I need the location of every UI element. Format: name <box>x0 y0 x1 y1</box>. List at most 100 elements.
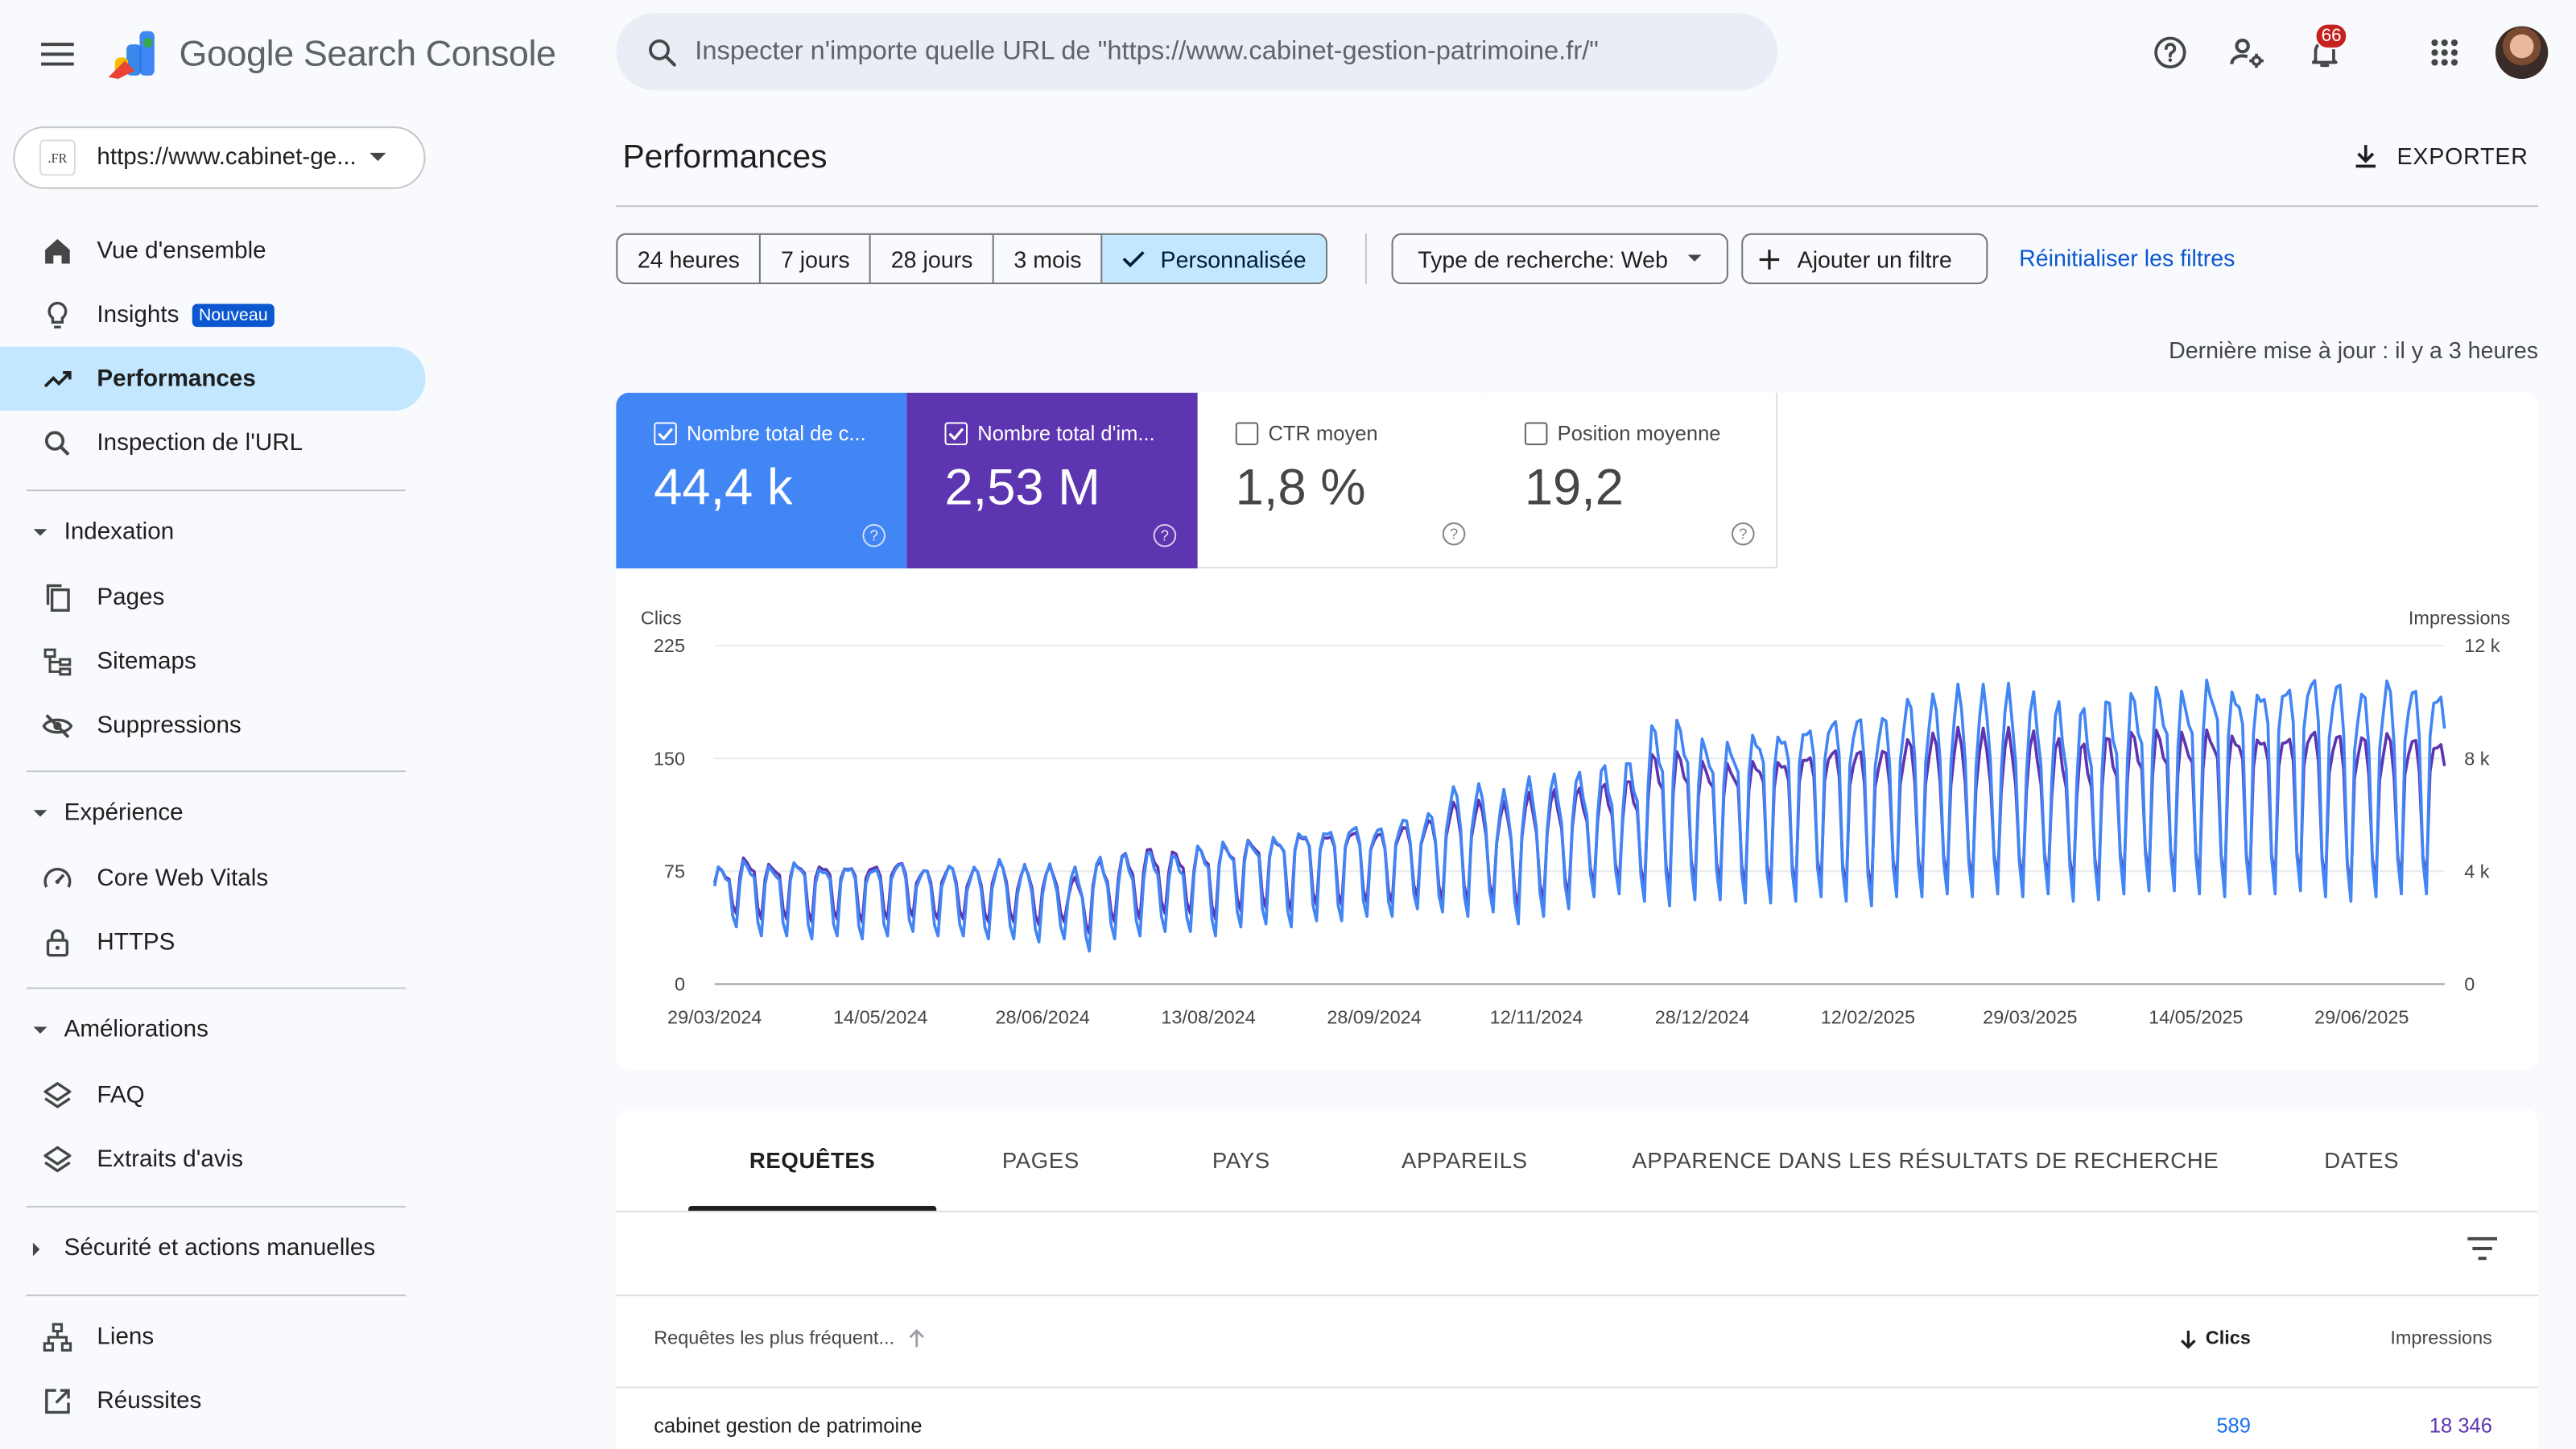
sidebar-item-label: Extraits d'avis <box>97 1146 244 1173</box>
url-inspection-input[interactable] <box>695 36 1747 67</box>
col-header-clicks[interactable]: Clics <box>2169 1329 2251 1349</box>
date-range-selector: 24 heures 7 jours 28 jours 3 mois Person… <box>616 233 1328 285</box>
export-button[interactable]: EXPORTER <box>2351 131 2528 180</box>
sidebar-section-experience[interactable]: Expérience <box>0 787 426 840</box>
metric-average-ctr[interactable]: CTR moyen 1,8 % ? <box>1197 392 1488 569</box>
col-header-query-label: Requêtes les plus fréquent... <box>654 1329 895 1349</box>
help-button[interactable] <box>2137 19 2203 85</box>
sidebar-item-url-inspection[interactable]: Inspection de l'URL <box>0 411 426 475</box>
sidebar-item-sitemaps[interactable]: Sitemaps <box>0 630 426 694</box>
sidebar-item-overview[interactable]: Vue d'ensemble <box>0 218 426 283</box>
x-tick-label: 12/02/2025 <box>1821 1006 1915 1027</box>
range-28d[interactable]: 28 jours <box>871 234 994 283</box>
apps-button[interactable] <box>2412 19 2478 85</box>
y-tick-right: 8 k <box>2464 748 2490 769</box>
x-tick-label: 29/03/2024 <box>667 1006 762 1027</box>
account-avatar[interactable] <box>2495 26 2549 79</box>
sidebar-item-removals[interactable]: Suppressions <box>0 693 426 758</box>
dropdown-arrow-icon <box>1688 254 1703 262</box>
app-title: Google Search Console <box>179 32 556 74</box>
add-filter-button[interactable]: Ajouter un filtre <box>1741 233 1988 285</box>
sidebar-section-indexing[interactable]: Indexation <box>0 506 426 559</box>
sidebar-item-performance[interactable]: Performances <box>0 346 426 411</box>
sidebar-item-label: Suppressions <box>97 712 242 739</box>
help-icon[interactable]: ? <box>862 524 886 547</box>
search-type-filter[interactable]: Type de recherche: Web <box>1391 233 1728 285</box>
range-3m[interactable]: 3 mois <box>994 234 1104 283</box>
sidebar-item-insights[interactable]: Insights Nouveau <box>0 283 426 347</box>
help-icon[interactable]: ? <box>1732 522 1755 546</box>
search-icon <box>649 38 676 66</box>
property-favicon: .FR <box>39 139 76 176</box>
tab-devices[interactable]: APPAREILS <box>1402 1147 1528 1173</box>
metric-average-position[interactable]: Position moyenne 19,2 ? <box>1486 392 1778 569</box>
col-header-clicks-label: Clics <box>2205 1329 2251 1349</box>
sidebar-section-label: Indexation <box>64 518 175 546</box>
tab-dates[interactable]: DATES <box>2324 1147 2400 1173</box>
home-icon <box>39 233 76 269</box>
sidebar-item-links[interactable]: Liens <box>0 1304 426 1368</box>
metric-total-clicks[interactable]: Nombre total de c... 44,4 k ? <box>616 392 907 569</box>
x-tick-label: 28/09/2024 <box>1327 1006 1421 1027</box>
col-header-query[interactable]: Requêtes les plus fréquent... <box>654 1329 926 1348</box>
results-table-card: REQUÊTES PAGES PAYS APPAREILS APPARENCE … <box>616 1108 2539 1449</box>
sidebar-item-pages[interactable]: Pages <box>0 565 426 630</box>
menu-icon <box>41 43 74 66</box>
clicks-series-line <box>712 679 2446 953</box>
url-inspection-search[interactable] <box>616 13 1778 91</box>
apps-grid-icon <box>2431 39 2458 66</box>
person-gear-icon <box>2230 38 2264 68</box>
sidebar-item-achievements[interactable]: Réussites <box>0 1368 426 1433</box>
sidebar-item-label: Liens <box>97 1323 155 1350</box>
table-row[interactable]: cabinet gestion de patrimoine 589 18 346 <box>616 1388 2538 1449</box>
metric-value: 19,2 <box>1524 458 1624 516</box>
speedometer-icon <box>39 860 76 896</box>
layers-icon <box>39 1141 76 1177</box>
users-settings-button[interactable] <box>2215 19 2281 85</box>
filter-rows-icon[interactable] <box>2466 1236 2499 1261</box>
row-clicks: 589 <box>2216 1414 2251 1438</box>
sidebar-item-https[interactable]: HTTPS <box>0 910 426 975</box>
help-icon <box>2154 36 2186 68</box>
metric-total-impressions[interactable]: Nombre total d'im... 2,53 M ? <box>906 392 1198 569</box>
sidebar-item-core-web-vitals[interactable]: Core Web Vitals <box>0 846 426 910</box>
sidebar-item-faq[interactable]: FAQ <box>0 1063 426 1127</box>
tab-countries[interactable]: PAYS <box>1212 1147 1270 1173</box>
tab-search-appearance[interactable]: APPARENCE DANS LES RÉSULTATS DE RECHERCH… <box>1632 1147 2219 1173</box>
range-7d[interactable]: 7 jours <box>761 234 872 283</box>
y-tick-left: 0 <box>675 974 685 995</box>
sidebar-section-enhancements[interactable]: Améliorations <box>0 1004 426 1056</box>
main-menu-button[interactable] <box>27 23 89 86</box>
col-header-impressions[interactable]: Impressions <box>2390 1329 2492 1349</box>
help-icon[interactable]: ? <box>1442 522 1466 546</box>
sidebar-item-label: Insights <box>97 301 180 328</box>
table-header-divider <box>616 1386 2539 1389</box>
tab-queries[interactable]: REQUÊTES <box>688 1109 937 1212</box>
search-type-label: Type de recherche: Web <box>1418 246 1668 272</box>
row-impressions: 18 346 <box>2429 1414 2492 1438</box>
x-tick-label: 13/08/2024 <box>1161 1006 1255 1027</box>
y-axis-left-label: Clics <box>641 608 682 629</box>
visibility-off-icon <box>39 708 76 744</box>
range-24h[interactable]: 24 heures <box>617 234 762 283</box>
arrow-down-icon <box>2180 1331 2195 1349</box>
tab-pages[interactable]: PAGES <box>1001 1147 1080 1173</box>
lightbulb-icon <box>39 296 76 332</box>
sidebar-section-security[interactable]: Sécurité et actions manuelles <box>0 1222 426 1274</box>
header-divider <box>616 205 2539 208</box>
x-tick-label: 14/05/2025 <box>2149 1006 2243 1027</box>
pages-icon <box>39 579 76 615</box>
x-tick-label: 29/03/2025 <box>1983 1006 2077 1027</box>
property-selector[interactable]: .FR https://www.cabinet-ge... <box>13 126 426 189</box>
range-custom[interactable]: Personnalisée <box>1103 234 1327 283</box>
help-icon[interactable]: ? <box>1153 524 1177 547</box>
metric-value: 1,8 % <box>1235 458 1366 516</box>
lock-icon <box>39 924 76 960</box>
checkbox-checked-icon <box>654 422 677 446</box>
x-tick-label: 28/06/2024 <box>995 1006 1089 1027</box>
reset-filters-link[interactable]: Réinitialiser les filtres <box>2019 245 2235 271</box>
links-tree-icon <box>39 1319 76 1355</box>
sidebar-divider <box>26 987 407 989</box>
sidebar-item-review-snippets[interactable]: Extraits d'avis <box>0 1127 426 1191</box>
checkbox-empty-icon <box>1524 422 1548 446</box>
